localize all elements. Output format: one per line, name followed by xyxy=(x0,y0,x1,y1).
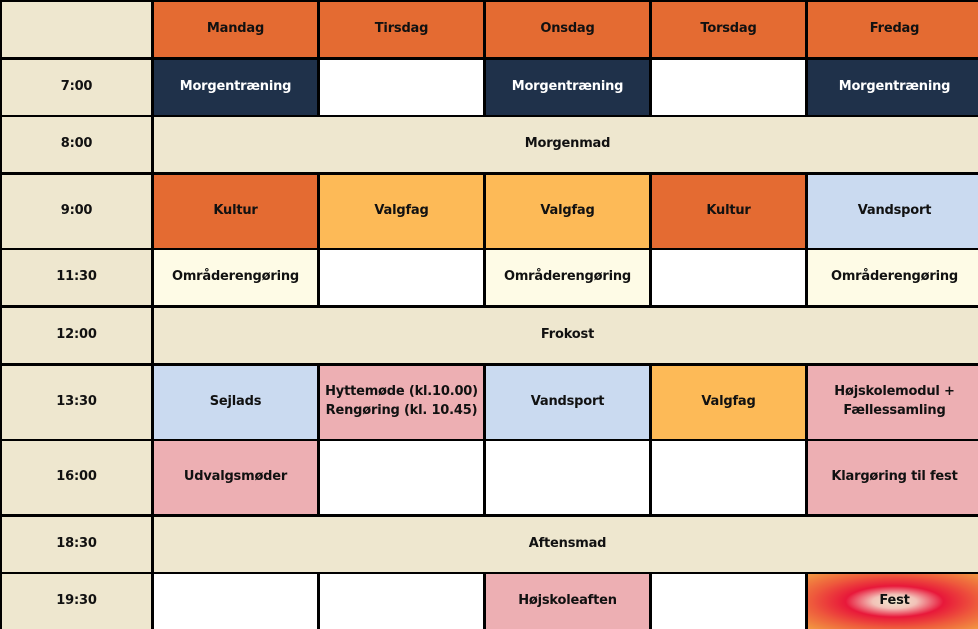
time-label: 12:00 xyxy=(2,307,151,363)
day-header-tuesday: Tirsdag xyxy=(320,2,483,57)
day-header-wednesday: Onsdag xyxy=(486,2,649,57)
time-label: 7:00 xyxy=(2,59,151,115)
day-header-thursday: Torsdag xyxy=(652,2,805,57)
activity-cell: Morgentræning xyxy=(486,59,649,115)
time-label: 9:00 xyxy=(2,174,151,248)
time-label: 13:30 xyxy=(2,365,151,439)
activity-cell: Vandsport xyxy=(808,174,978,248)
empty-cell xyxy=(320,574,483,629)
activity-cell: Morgentræning xyxy=(154,59,317,115)
time-label: 16:00 xyxy=(2,441,151,515)
activity-cell: Højskoleaften xyxy=(486,574,649,629)
activity-cell: Højskolemodul + Fællessamling xyxy=(808,365,978,439)
activity-cell: Morgentræning xyxy=(808,59,978,115)
meal-cell: Aftensmad xyxy=(154,516,978,572)
activity-cell: Hyttemøde (kl.10.00) Rengøring (kl. 10.4… xyxy=(320,365,483,439)
activity-cell: Områderengøring xyxy=(154,250,317,306)
activity-cell: Valgfag xyxy=(652,365,805,439)
activity-cell: Valgfag xyxy=(486,174,649,248)
activity-cell: Sejlads xyxy=(154,365,317,439)
corner-cell xyxy=(2,2,151,57)
activity-cell: Kultur xyxy=(154,174,317,248)
empty-cell xyxy=(486,441,649,515)
activity-cell: Områderengøring xyxy=(808,250,978,306)
activity-cell: Valgfag xyxy=(320,174,483,248)
fest-cell: Fest xyxy=(808,574,978,629)
activity-cell: Klargøring til fest xyxy=(808,441,978,515)
activity-cell: Udvalgsmøder xyxy=(154,441,317,515)
empty-cell xyxy=(320,59,483,115)
activity-cell: Vandsport xyxy=(486,365,649,439)
day-header-friday: Fredag xyxy=(808,2,978,57)
time-label: 18:30 xyxy=(2,516,151,572)
meal-cell: Frokost xyxy=(154,307,978,363)
activity-cell: Kultur xyxy=(652,174,805,248)
time-label: 11:30 xyxy=(2,250,151,306)
empty-cell xyxy=(320,250,483,306)
day-header-monday: Mandag xyxy=(154,2,317,57)
empty-cell xyxy=(652,250,805,306)
empty-cell xyxy=(320,441,483,515)
empty-cell xyxy=(652,574,805,629)
empty-cell xyxy=(154,574,317,629)
time-label: 19:30 xyxy=(2,574,151,629)
meal-cell: Morgenmad xyxy=(154,117,978,173)
empty-cell xyxy=(652,441,805,515)
empty-cell xyxy=(652,59,805,115)
time-label: 8:00 xyxy=(2,117,151,173)
activity-cell: Områderengøring xyxy=(486,250,649,306)
